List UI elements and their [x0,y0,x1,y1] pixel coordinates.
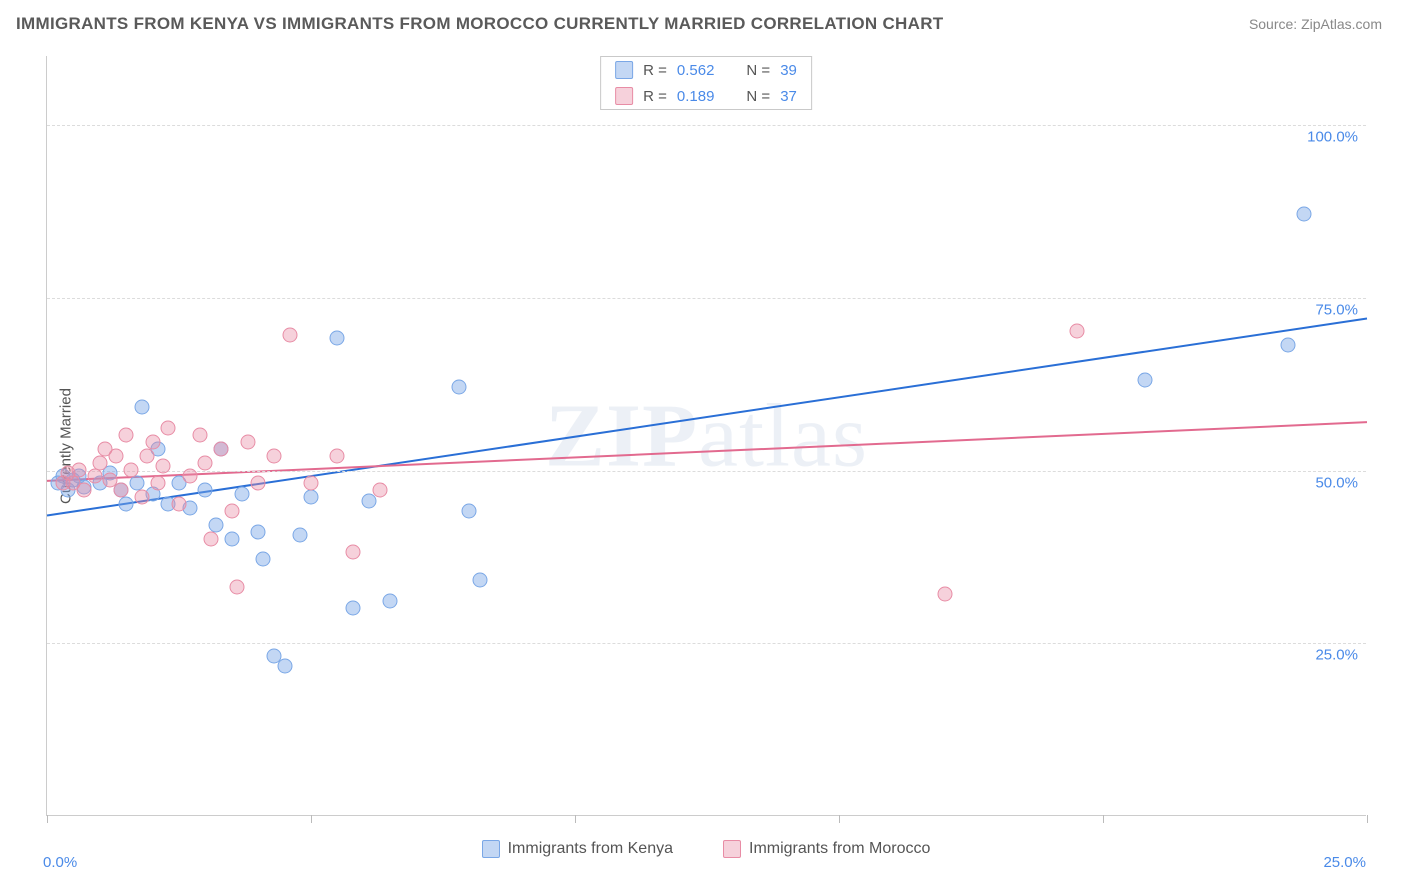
data-point [198,455,213,470]
x-tick [311,815,312,823]
legend-item-morocco: Immigrants from Morocco [723,840,930,858]
data-point [1296,206,1311,221]
data-point [346,545,361,560]
x-tick [1103,815,1104,823]
data-point [76,483,91,498]
data-point [182,469,197,484]
data-point [282,327,297,342]
data-point [330,448,345,463]
gridline [47,125,1366,126]
swatch-kenya [615,61,633,79]
r-label: R = [643,88,667,105]
n-label: N = [746,62,770,79]
series-legend: Immigrants from Kenya Immigrants from Mo… [46,840,1366,858]
chart-header: IMMIGRANTS FROM KENYA VS IMMIGRANTS FROM… [0,0,1406,42]
data-point [251,524,266,539]
data-point [224,531,239,546]
data-point [214,441,229,456]
y-tick-label: 50.0% [1315,474,1358,491]
data-point [193,428,208,443]
correlation-legend: R = 0.562 N = 39 R = 0.189 N = 37 [600,56,812,110]
data-point [293,528,308,543]
x-tick [575,815,576,823]
legend-row-kenya: R = 0.562 N = 39 [601,57,811,83]
data-point [135,490,150,505]
data-point [256,552,271,567]
n-label: N = [746,88,770,105]
x-tick [839,815,840,823]
data-point [124,462,139,477]
data-point [304,476,319,491]
data-point [240,434,255,449]
data-point [172,497,187,512]
y-tick-label: 25.0% [1315,647,1358,664]
legend-label-morocco: Immigrants from Morocco [749,840,930,858]
data-point [472,573,487,588]
data-point [87,469,102,484]
data-point [267,448,282,463]
trend-line [47,422,1367,481]
data-point [462,504,477,519]
data-point [937,586,952,601]
data-point [346,600,361,615]
data-point [92,455,107,470]
data-point [140,448,155,463]
data-point [156,459,171,474]
gridline [47,471,1366,472]
data-point [119,497,134,512]
data-point [203,531,218,546]
data-point [135,400,150,415]
legend-label-kenya: Immigrants from Kenya [508,840,673,858]
r-label: R = [643,62,667,79]
swatch-morocco [615,87,633,105]
chart-area: ZIPatlas 25.0%50.0%75.0%100.0%0.0%25.0% … [46,56,1366,816]
data-point [150,476,165,491]
data-point [235,486,250,501]
data-point [1280,338,1295,353]
data-point [330,331,345,346]
data-point [1138,372,1153,387]
data-point [129,476,144,491]
data-point [251,476,266,491]
legend-row-morocco: R = 0.189 N = 37 [601,83,811,109]
data-point [71,462,86,477]
x-tick [47,815,48,823]
plot-region: ZIPatlas 25.0%50.0%75.0%100.0%0.0%25.0% [46,56,1366,816]
data-point [304,490,319,505]
n-value-kenya: 39 [780,62,797,79]
data-point [230,580,245,595]
data-point [198,483,213,498]
data-point [224,504,239,519]
chart-title: IMMIGRANTS FROM KENYA VS IMMIGRANTS FROM… [16,14,943,34]
r-value-kenya: 0.562 [677,62,715,79]
data-point [113,483,128,498]
data-point [108,448,123,463]
data-point [372,483,387,498]
data-point [208,517,223,532]
r-value-morocco: 0.189 [677,88,715,105]
swatch-morocco [723,840,741,858]
y-tick-label: 75.0% [1315,301,1358,318]
legend-item-kenya: Immigrants from Kenya [482,840,673,858]
gridline [47,643,1366,644]
watermark: ZIPatlas [545,384,868,487]
data-point [383,593,398,608]
chart-source: Source: ZipAtlas.com [1249,16,1382,32]
data-point [161,421,176,436]
data-point [119,428,134,443]
n-value-morocco: 37 [780,88,797,105]
gridline [47,298,1366,299]
x-tick [1367,815,1368,823]
data-point [451,379,466,394]
data-point [277,659,292,674]
data-point [1069,324,1084,339]
swatch-kenya [482,840,500,858]
data-point [145,434,160,449]
y-tick-label: 100.0% [1307,129,1358,146]
